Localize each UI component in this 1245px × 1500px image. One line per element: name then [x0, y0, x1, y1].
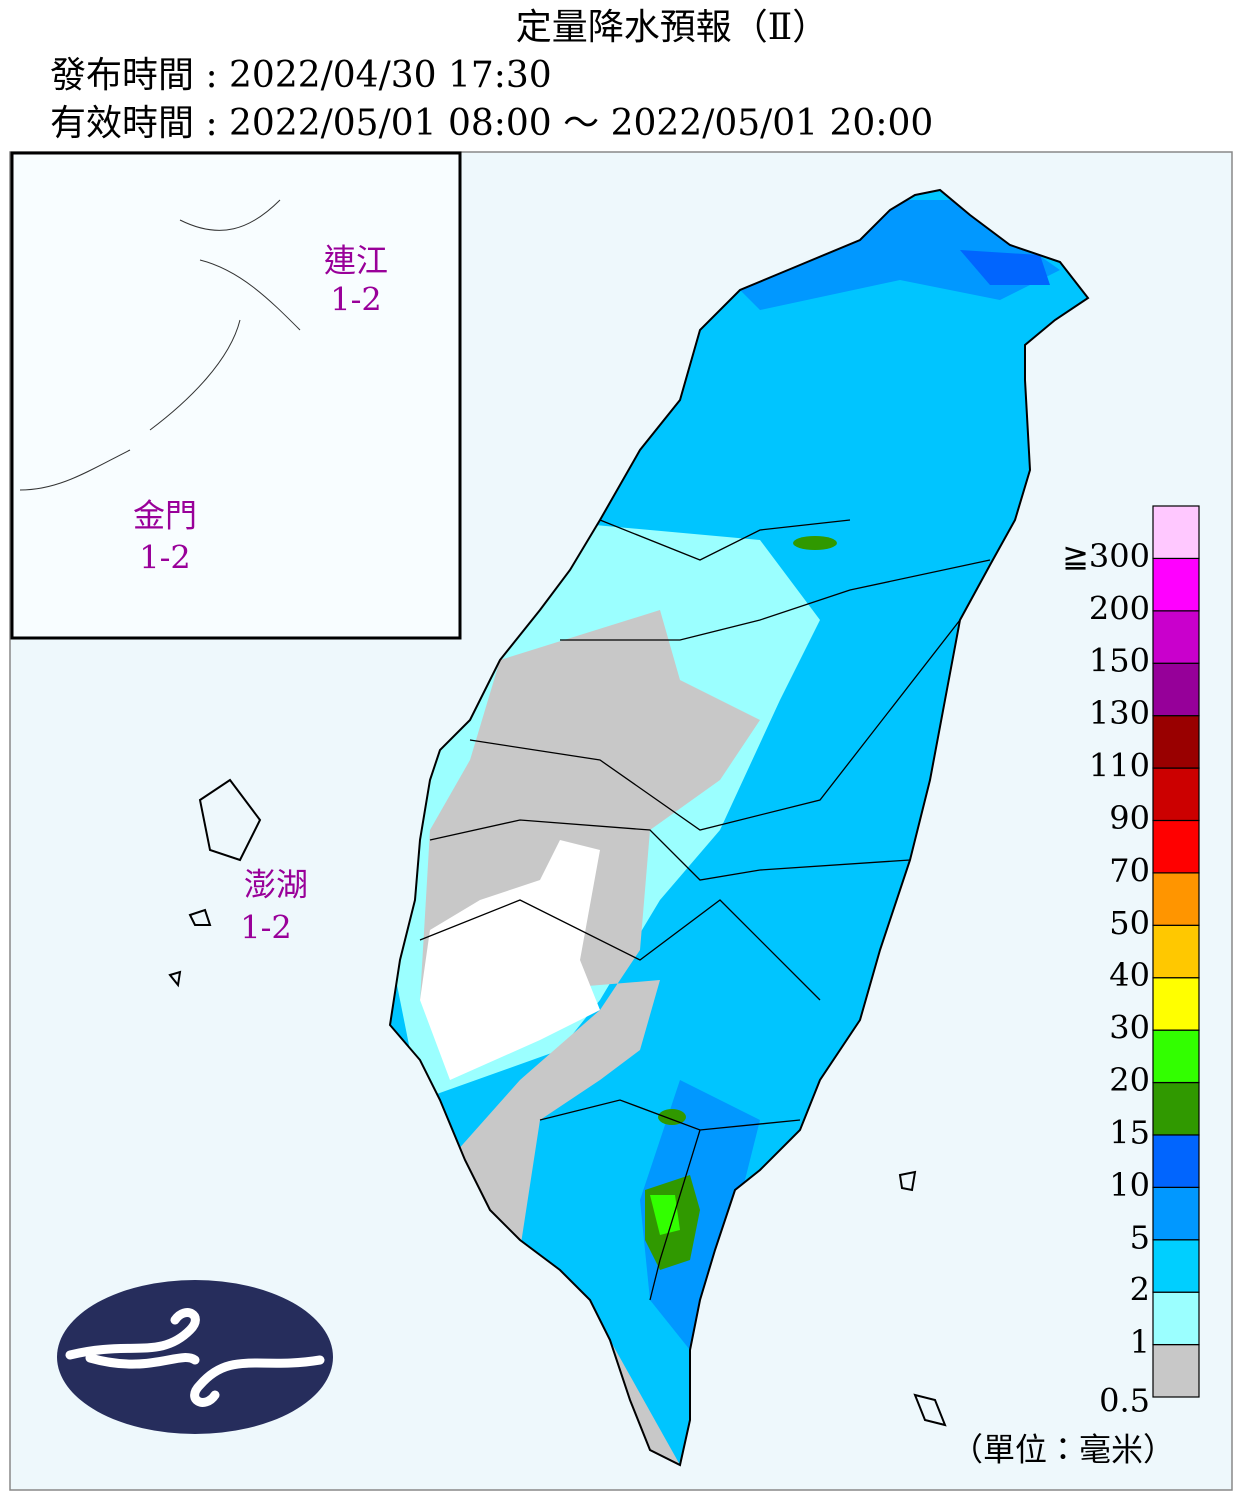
region-name: 金門: [133, 497, 197, 535]
legend-swatch: [1152, 662, 1200, 717]
legend-swatch: [1152, 767, 1200, 822]
legend-swatch: [1152, 505, 1200, 560]
legend-swatch: [1152, 610, 1200, 664]
cwb-logo: [57, 1280, 333, 1434]
rain-area: [960, 250, 1050, 285]
legend-swatch: [1152, 1239, 1200, 1293]
region-name: 澎湖: [244, 866, 308, 904]
legend-label: 70: [1109, 851, 1150, 889]
rain-area: [793, 536, 837, 550]
legend-label: 2: [1130, 1271, 1150, 1309]
legend-label: 20: [1109, 1061, 1150, 1099]
legend-label: 50: [1109, 904, 1150, 942]
rain-area: [740, 200, 1060, 310]
legend: 0.5 1 2 5 10 15 20 30 40 50 70 90 110 130 150 200 ≧300: [1062, 505, 1200, 1420]
legend-swatch: [1152, 977, 1200, 1031]
logo-mark: [65, 1308, 325, 1407]
legend-swatch: [1152, 1291, 1200, 1346]
inset-frame: [10, 151, 462, 640]
legend-label: 10: [1109, 1166, 1150, 1204]
region-range: 1-2: [330, 281, 382, 319]
legend-label: 130: [1089, 694, 1150, 732]
legend-label: 90: [1109, 799, 1150, 837]
legend-label: 40: [1109, 956, 1150, 994]
legend-label: ≧300: [1062, 537, 1150, 575]
legend-swatch: [1152, 1134, 1200, 1188]
legend-label: 5: [1130, 1218, 1150, 1256]
legend-swatch: [1152, 1186, 1200, 1241]
title: 定量降水預報（Ⅱ）: [516, 7, 828, 48]
rain-area: [640, 1080, 760, 1350]
legend-swatch: [1152, 1081, 1200, 1136]
rain-area: [658, 1109, 686, 1125]
legend-label: 110: [1089, 747, 1150, 785]
legend-swatch: [1152, 715, 1200, 769]
legend-label: 150: [1089, 642, 1150, 680]
penghu-outline: [168, 778, 262, 988]
region-range: 1-2: [240, 909, 292, 947]
rain-area: [420, 610, 760, 1250]
rain-area: [650, 1195, 680, 1235]
rain-area: [610, 1340, 680, 1465]
legend-label: 200: [1089, 589, 1150, 627]
legend-label: 30: [1109, 1009, 1150, 1047]
inset-coast: [19, 199, 301, 491]
region-range: 1-2: [139, 539, 191, 577]
islets-outline: [898, 1170, 947, 1427]
legend-label: 0.5: [1099, 1382, 1150, 1420]
rain-area: [420, 840, 600, 1080]
legend-label: 1: [1130, 1323, 1150, 1361]
region-name: 連江: [324, 242, 388, 280]
legend-swatch: [1152, 1343, 1200, 1398]
issue-time: 發布時間 : 2022/04/30 17:30: [50, 55, 552, 96]
taiwan-outline: [388, 188, 1090, 1467]
legend-swatch: [1152, 557, 1200, 612]
unit-label: （單位：毫米）: [951, 1431, 1175, 1469]
county-boundaries: [419, 519, 991, 1301]
legend-swatch: [1152, 872, 1200, 926]
valid-time: 有效時間 : 2022/05/01 08:00 ～ 2022/05/01 20:…: [50, 103, 933, 144]
legend-label: 15: [1109, 1113, 1150, 1151]
legend-swatch: [1152, 1029, 1200, 1084]
legend-swatch: [1152, 819, 1200, 874]
legend-swatch: [1152, 924, 1200, 979]
